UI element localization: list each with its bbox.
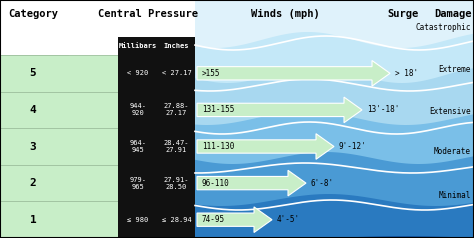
Bar xyxy=(0,0,195,238)
Text: Inches: Inches xyxy=(164,43,189,49)
Bar xyxy=(195,0,474,238)
Text: Extensive: Extensive xyxy=(429,108,471,116)
Bar xyxy=(0,201,68,238)
Polygon shape xyxy=(195,71,474,164)
Polygon shape xyxy=(195,0,474,48)
Text: 27.88-
27.17: 27.88- 27.17 xyxy=(164,103,189,116)
Text: Central Pressure: Central Pressure xyxy=(98,9,198,19)
Bar xyxy=(0,55,68,92)
Text: Moderate: Moderate xyxy=(434,148,471,157)
Polygon shape xyxy=(197,60,390,86)
Bar xyxy=(0,55,118,92)
Text: 111-130: 111-130 xyxy=(202,142,234,151)
Bar xyxy=(158,37,195,238)
Polygon shape xyxy=(197,207,272,233)
Text: 27.91-
28.50: 27.91- 28.50 xyxy=(164,177,189,190)
Bar xyxy=(0,201,118,238)
Polygon shape xyxy=(197,170,306,196)
Polygon shape xyxy=(195,111,474,206)
Polygon shape xyxy=(195,30,474,125)
Text: < 920: < 920 xyxy=(128,70,149,76)
Text: 13'-18': 13'-18' xyxy=(367,105,400,114)
Text: 1: 1 xyxy=(29,215,36,225)
Text: 6'-8': 6'-8' xyxy=(311,178,334,188)
Text: Catastrophic: Catastrophic xyxy=(416,24,471,33)
Text: 9'-12': 9'-12' xyxy=(339,142,367,151)
Bar xyxy=(0,92,118,128)
Text: 2: 2 xyxy=(29,178,36,188)
Text: 28.47-
27.91: 28.47- 27.91 xyxy=(164,140,189,153)
Bar xyxy=(118,37,158,238)
Text: 944-
920: 944- 920 xyxy=(129,103,146,116)
Text: Damage: Damage xyxy=(434,9,472,19)
Text: 74-95: 74-95 xyxy=(202,215,225,224)
Bar xyxy=(0,128,118,165)
Bar xyxy=(0,128,68,165)
Text: ≤ 980: ≤ 980 xyxy=(128,217,149,223)
Polygon shape xyxy=(197,134,334,159)
Text: Minimal: Minimal xyxy=(438,192,471,200)
Polygon shape xyxy=(195,151,474,238)
Text: 4: 4 xyxy=(29,105,36,115)
Text: 964-
945: 964- 945 xyxy=(129,140,146,153)
Text: < 27.17: < 27.17 xyxy=(162,70,191,76)
Text: 96-110: 96-110 xyxy=(202,178,230,188)
Text: 4'-5': 4'-5' xyxy=(277,215,300,224)
Text: Millibars: Millibars xyxy=(119,43,157,49)
Text: Surge: Surge xyxy=(387,9,419,19)
Text: >155: >155 xyxy=(202,69,220,78)
Text: 3: 3 xyxy=(29,142,36,152)
Text: Category: Category xyxy=(8,9,58,19)
Text: 131-155: 131-155 xyxy=(202,105,234,114)
Text: Extreme: Extreme xyxy=(438,65,471,74)
Text: ≤ 28.94: ≤ 28.94 xyxy=(162,217,191,223)
Text: Winds (mph): Winds (mph) xyxy=(251,9,319,19)
Bar xyxy=(0,165,68,201)
Polygon shape xyxy=(195,0,474,83)
Bar xyxy=(0,92,68,128)
Bar xyxy=(0,165,118,201)
Text: 5: 5 xyxy=(29,68,36,78)
Text: 979-
965: 979- 965 xyxy=(129,177,146,190)
Text: > 18': > 18' xyxy=(395,69,418,78)
Polygon shape xyxy=(197,97,362,123)
